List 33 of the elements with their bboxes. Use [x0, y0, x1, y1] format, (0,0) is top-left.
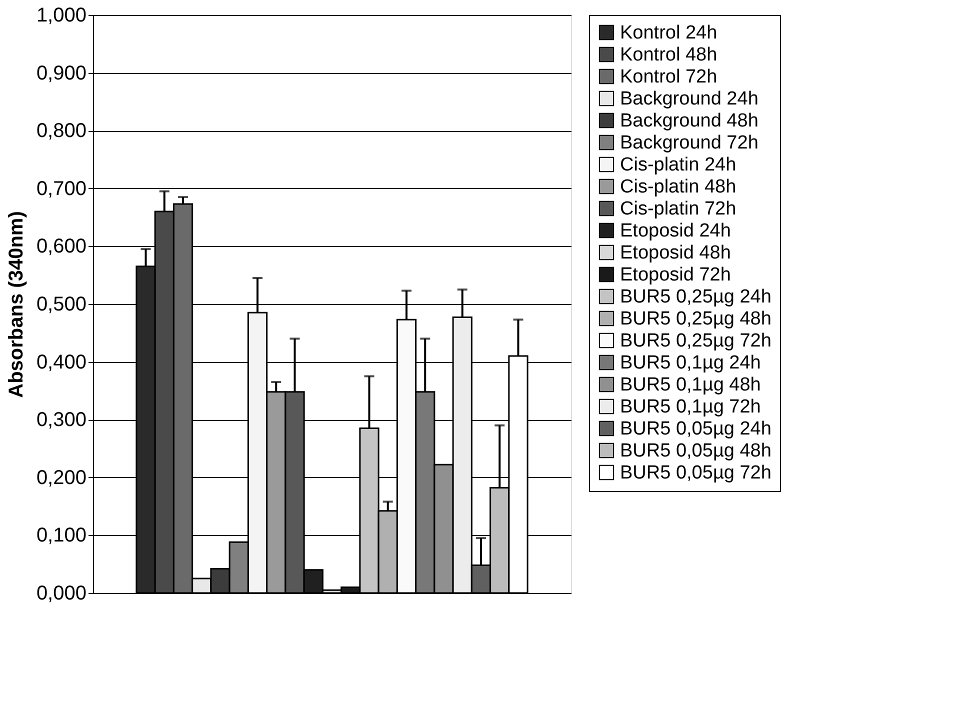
y-tick-label: 1,000 [36, 4, 86, 26]
y-tick-label: 0,100 [36, 524, 86, 547]
y-tick-label: 0,200 [36, 466, 86, 489]
legend-label: BUR5 0,1µg 72h [620, 396, 761, 418]
legend-label: Background 72h [620, 132, 758, 154]
y-tick-label: 0,600 [36, 236, 86, 258]
legend-label: BUR5 0,05µg 24h [620, 418, 772, 440]
legend-label: BUR5 0,25µg 24h [620, 286, 772, 308]
legend-label: BUR5 0,25µg 48h [620, 308, 772, 330]
legend-label: Etoposid 72h [620, 264, 731, 286]
legend-label: Kontrol 24h [620, 22, 718, 44]
legend-label: BUR5 0,1µg 48h [620, 374, 761, 396]
legend-label: BUR5 0,05µg 72h [620, 462, 772, 484]
legend-label: BUR5 0,25µg 72h [620, 330, 772, 352]
legend-label: Cis-platin 48h [620, 176, 736, 198]
legend-label: Cis-platin 24h [620, 154, 736, 176]
legend-label: Kontrol 72h [620, 66, 718, 88]
legend-label: Cis-platin 72h [620, 198, 736, 220]
legend-label: BUR5 0,05µg 48h [620, 440, 772, 462]
legend-label: Background 48h [620, 110, 758, 132]
legend-label: Kontrol 48h [620, 44, 718, 66]
legend-label: Etoposid 24h [620, 220, 731, 242]
y-tick-label: 0,500 [36, 294, 86, 316]
y-axis-title: Absorbans (340nm) [5, 211, 28, 398]
legend-label: Etoposid 48h [620, 242, 731, 264]
legend-label: Background 24h [620, 88, 758, 110]
legend-label: BUR5 0,1µg 24h [620, 352, 761, 374]
y-tick-label: 0,700 [36, 178, 86, 200]
y-tick-label: 0,300 [36, 409, 86, 432]
y-tick-label: 0,000 [36, 582, 86, 604]
y-tick-label: 0,800 [36, 120, 86, 142]
y-tick-label: 0,900 [36, 62, 86, 84]
y-tick-label: 0,400 [36, 351, 86, 374]
